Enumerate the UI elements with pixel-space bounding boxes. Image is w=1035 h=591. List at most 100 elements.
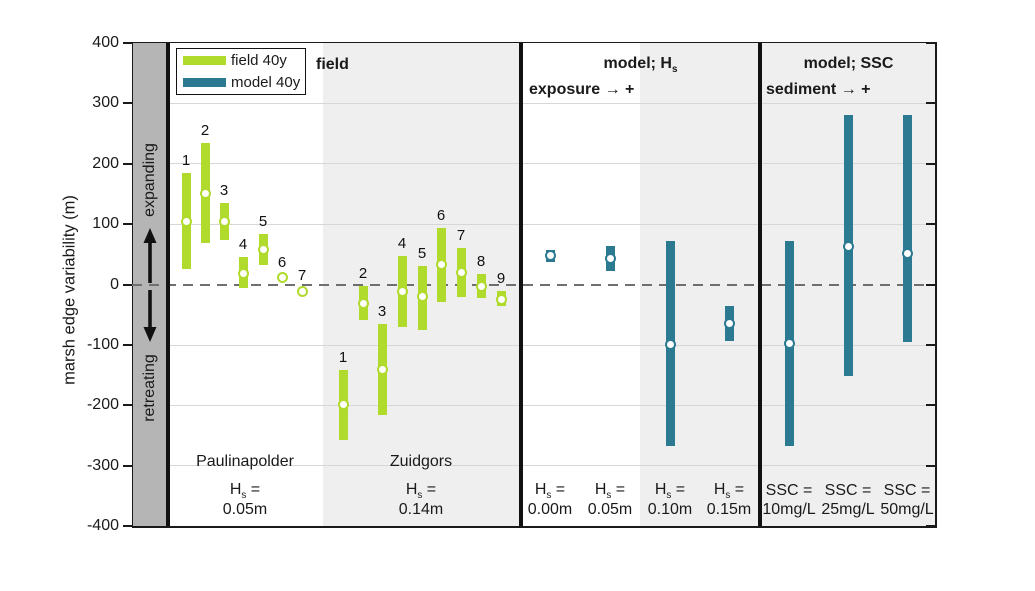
y-tick-label: 100 [92, 215, 119, 233]
panel-divider [758, 43, 762, 526]
y-tick [123, 162, 132, 165]
y-tick-label: -200 [86, 396, 119, 414]
median-marker [435, 259, 447, 271]
panel-subtitle-model_ssc: sediment → + [766, 81, 871, 98]
median-marker [901, 247, 913, 259]
condition-value-label: 0.05m [222, 501, 268, 518]
condition-label: Hs = [229, 480, 261, 502]
legend-item-field: field 40y [183, 50, 305, 71]
point-number-label: 6 [436, 206, 446, 224]
panel-title-model_ssc: model; SSC [803, 55, 894, 72]
gridline [170, 344, 935, 346]
y-tick-label: -300 [86, 456, 119, 474]
y-tick-right [926, 42, 935, 44]
y-tick [123, 42, 132, 44]
median-marker [376, 364, 388, 376]
median-marker [475, 280, 487, 292]
y-tick [123, 344, 132, 346]
field-color-swatch [183, 56, 226, 65]
median-marker [723, 317, 735, 329]
point-number-label: 7 [456, 226, 466, 244]
condition-value-label: 10mg/L [762, 501, 816, 518]
median-marker [199, 187, 211, 199]
median-marker [783, 338, 795, 350]
median-marker [296, 285, 308, 297]
condition-label: SSC = [824, 482, 872, 499]
median-marker [180, 215, 192, 227]
point-number-label: 2 [200, 122, 210, 140]
legend-label-model: model 40y [231, 74, 301, 91]
median-marker [337, 399, 349, 411]
point-number-label: 1 [338, 348, 348, 366]
y-tick [123, 404, 132, 407]
y-tick-label: -100 [86, 336, 119, 353]
point-number-label: 5 [417, 245, 427, 263]
y-tick [123, 283, 132, 286]
y-tick-label: 400 [92, 34, 119, 51]
condition-label: Hs = [594, 480, 626, 502]
panel-divider [519, 43, 523, 526]
median-marker [544, 250, 556, 262]
condition-value-label: 0.00m [527, 501, 573, 518]
median-marker [396, 285, 408, 297]
site-name-label: Paulinapolder [196, 453, 294, 470]
y-tick-right [926, 283, 935, 286]
y-tick [123, 102, 132, 105]
y-tick-label: -400 [86, 517, 119, 535]
condition-label: Hs = [534, 480, 566, 502]
y-tick-label: 200 [92, 154, 119, 172]
condition-value-label: 0.05m [587, 501, 633, 518]
y-tick-right [926, 404, 935, 407]
point-number-label: 8 [476, 252, 486, 270]
condition-label: SSC = [765, 482, 813, 499]
point-number-label: 3 [377, 303, 387, 321]
point-number-label: 9 [496, 270, 506, 288]
median-marker [842, 241, 854, 253]
point-number-label: 2 [358, 264, 368, 282]
y-tick-right [926, 162, 935, 165]
legend: field 40y model 40y [176, 48, 306, 95]
y-tick-right [926, 102, 935, 105]
condition-label: Hs = [654, 480, 686, 502]
median-marker [218, 215, 230, 227]
y-tick [123, 223, 132, 226]
panel-title-model_hs: model; Hs [603, 55, 678, 76]
gridline [170, 404, 935, 406]
condition-value-label: 0.15m [706, 501, 752, 518]
expanding-arrow-icon [143, 228, 157, 342]
y-tick-right [926, 344, 935, 346]
y-tick-right [926, 223, 935, 226]
y-tick-label: 0 [110, 275, 119, 293]
site-name-label: Zuidgors [389, 453, 453, 470]
median-marker [276, 272, 288, 284]
condition-value-label: 0.10m [647, 501, 693, 518]
point-number-label: 4 [397, 235, 407, 253]
gridline [170, 102, 935, 104]
median-marker [237, 267, 249, 279]
condition-value-label: 50mg/L [880, 501, 934, 518]
y-tick-right [926, 464, 935, 467]
band-axis-divider [166, 43, 170, 526]
median-marker [416, 291, 428, 303]
median-marker [495, 294, 507, 306]
gridline [170, 465, 935, 467]
median-marker [604, 253, 616, 265]
point-number-label: 4 [238, 235, 248, 253]
y-tick [123, 525, 132, 528]
condition-label: Hs = [405, 480, 437, 502]
point-number-label: 7 [297, 267, 307, 285]
panel-subtitle-model_hs: exposure → + [529, 81, 635, 98]
y-tick-label: 300 [92, 94, 119, 112]
y-axis-title: marsh edge variability (m) [60, 195, 79, 385]
median-marker [257, 244, 269, 256]
range-bar [902, 114, 912, 342]
condition-label: SSC = [883, 482, 931, 499]
median-marker [455, 267, 467, 279]
y-tick [123, 464, 132, 467]
gridline [170, 223, 935, 225]
panel-title-field: field [316, 56, 349, 73]
plot-border-top [132, 41, 937, 43]
model-color-swatch [183, 78, 226, 87]
point-number-label: 6 [277, 253, 287, 271]
